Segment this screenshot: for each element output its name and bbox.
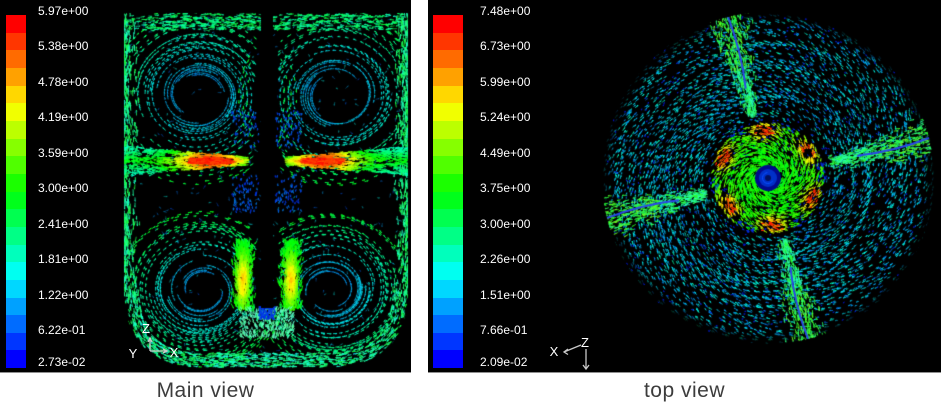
colorbar-band xyxy=(6,103,26,121)
legend-tick-label: 7.66e-01 xyxy=(480,323,528,337)
legend-tick-label: 2.41e+00 xyxy=(38,217,89,231)
colorbar-band xyxy=(6,50,26,68)
legend-tick-label: 4.49e+00 xyxy=(480,146,531,160)
colorbar-band xyxy=(6,244,26,263)
axis-label-y: Y xyxy=(129,346,138,361)
caption-strip: Main view top view xyxy=(0,373,941,406)
legend-tick-label: 2.26e+00 xyxy=(480,252,531,266)
colorbar-band xyxy=(6,262,26,280)
legend-tick-label: 3.00e+00 xyxy=(480,217,531,231)
colorbar-band xyxy=(433,332,463,351)
colorbar-band xyxy=(433,67,463,86)
colorbar-band xyxy=(6,156,26,174)
colorbar-band xyxy=(6,32,26,51)
colorbar-band xyxy=(433,138,463,157)
legend-tick-label: 1.22e+00 xyxy=(38,288,89,302)
colorbar-band xyxy=(433,15,463,33)
main-view-panel: 5.97e+00 5.38e+00 4.78e+00 4.19e+00 3.59… xyxy=(0,0,411,373)
top-view-colorbar xyxy=(433,15,463,369)
colorbar-band xyxy=(433,244,463,263)
colorbar-band xyxy=(6,209,26,227)
colorbar-band xyxy=(6,297,26,316)
colorbar-band xyxy=(6,279,26,298)
top-view-vector-canvas xyxy=(428,0,941,372)
main-view-axis-triad: Z Y X xyxy=(129,321,179,361)
colorbar-band xyxy=(433,350,463,369)
colorbar-band xyxy=(6,315,26,333)
colorbar-band xyxy=(6,15,26,33)
legend-tick-label: 2.73e-02 xyxy=(38,355,86,369)
legend-tick-label: 5.99e+00 xyxy=(480,75,531,89)
legend-tick-label: 2.09e-02 xyxy=(480,355,528,369)
main-view-colorbar xyxy=(6,15,26,369)
colorbar-band xyxy=(433,156,463,174)
colorbar-band xyxy=(6,350,26,369)
main-view-caption: Main view xyxy=(156,379,255,402)
axis-arrows xyxy=(147,336,169,354)
legend-tick-label: 7.48e+00 xyxy=(480,4,531,18)
colorbar-band xyxy=(433,120,463,139)
colorbar-band xyxy=(433,50,463,68)
axis-label-z: Z xyxy=(581,335,589,350)
colorbar-band xyxy=(433,173,463,192)
legend-tick-label: 4.19e+00 xyxy=(38,110,89,124)
axis-label-x: X xyxy=(170,345,179,360)
legend-tick-label: 5.38e+00 xyxy=(38,39,89,53)
colorbar-band xyxy=(433,191,463,210)
legend-tick-label: 6.73e+00 xyxy=(480,39,531,53)
legend-tick-label: 4.78e+00 xyxy=(38,75,89,89)
colorbar-band xyxy=(6,85,26,104)
colorbar-band xyxy=(433,279,463,298)
legend-tick-label: 3.75e+00 xyxy=(480,181,531,195)
axis-arrows xyxy=(562,344,590,371)
top-view-caption: top view xyxy=(643,379,726,402)
axis-label-z: Z xyxy=(142,321,150,336)
colorbar-band xyxy=(433,262,463,280)
legend-tick-label: 6.22e-01 xyxy=(38,323,86,337)
colorbar-band xyxy=(6,226,26,245)
legend-tick-label: 3.00e+00 xyxy=(38,181,89,195)
colorbar-band xyxy=(6,138,26,157)
top-view-panel: 7.48e+00 6.73e+00 5.99e+00 5.24e+00 4.49… xyxy=(428,0,941,373)
colorbar-band xyxy=(433,32,463,51)
colorbar-band xyxy=(433,226,463,245)
legend-tick-label: 5.24e+00 xyxy=(480,110,531,124)
colorbar-band xyxy=(433,209,463,227)
legend-tick-label: 3.59e+00 xyxy=(38,146,89,160)
colorbar-band xyxy=(433,315,463,333)
colorbar-band xyxy=(6,67,26,86)
legend-tick-label: 5.97e+00 xyxy=(38,4,89,18)
colorbar-band xyxy=(6,191,26,210)
legend-tick-label: 1.51e+00 xyxy=(480,288,531,302)
colorbar-band xyxy=(6,173,26,192)
colorbar-band xyxy=(433,297,463,316)
colorbar-band xyxy=(433,103,463,121)
colorbar-band xyxy=(6,332,26,351)
legend-tick-label: 1.81e+00 xyxy=(38,252,89,266)
colorbar-band xyxy=(6,120,26,139)
colorbar-band xyxy=(433,85,463,104)
main-view-vector-canvas xyxy=(0,0,411,372)
axis-label-x: X xyxy=(550,344,559,359)
top-view-axis-triad: X Z xyxy=(550,335,590,371)
